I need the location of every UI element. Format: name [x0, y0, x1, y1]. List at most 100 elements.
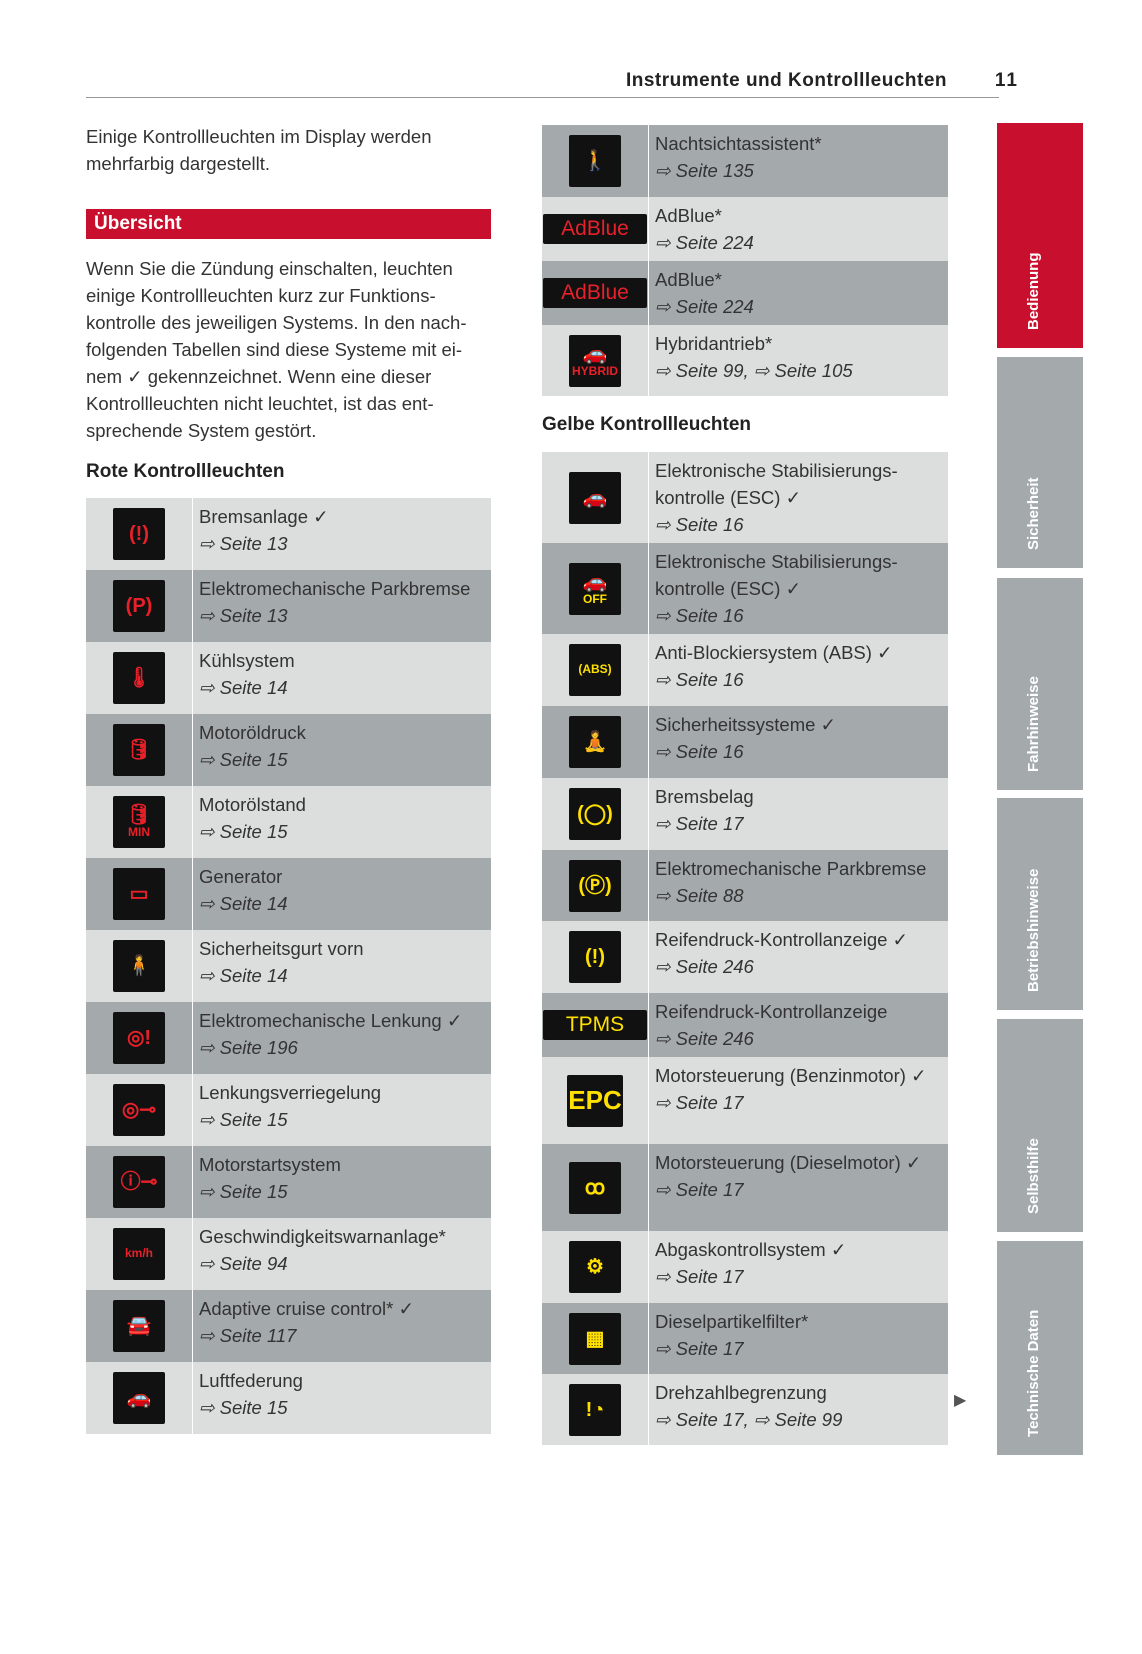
section-heading: Übersicht: [86, 209, 491, 239]
table-row: (◯) Bremsbelag ⇨ Seite 17: [542, 778, 948, 850]
page-link[interactable]: Seite 14: [219, 965, 288, 986]
esc-off-label: OFF: [583, 591, 607, 606]
warning-light-name: Geschwindigkeitswarnanlage*: [199, 1226, 446, 1247]
page-reference: ⇨ Seite 94: [199, 1253, 288, 1274]
warning-light-name: Elektromechanische Parkbremse: [199, 578, 471, 599]
icon-cell: ⚙: [542, 1231, 649, 1303]
table-row: ꝏ Motorsteuerung (Dieselmotor) ✓ ⇨ Seite 1…: [542, 1144, 948, 1231]
warning-light-name: Bremsanlage ✓: [199, 506, 329, 527]
page-link[interactable]: Seite 99: [675, 360, 744, 381]
page-link[interactable]: Seite 224: [675, 296, 754, 317]
page-link[interactable]: Seite 16: [675, 741, 744, 762]
row-text: Elektronische Stabilisierungs-kontrolle …: [649, 543, 948, 634]
page-link[interactable]: Seite 16: [675, 669, 744, 690]
page-link[interactable]: Seite 16: [675, 514, 744, 535]
page-reference: ⇨ Seite 15: [199, 1181, 288, 1202]
page-reference: ⇨ Seite 88: [655, 885, 744, 906]
page-reference: ⇨ Seite 117: [199, 1325, 297, 1346]
warning-light-name: Drehzahlbegrenzung: [655, 1382, 827, 1403]
row-text: Drehzahlbegrenzung ⇨ Seite 17, ⇨ Seite 99: [649, 1374, 948, 1445]
oil-pressure-glyph: 🛢: [126, 739, 152, 761]
page-link[interactable]: Seite 16: [675, 605, 744, 626]
coolant-temperature-glyph: 🌡: [126, 667, 152, 689]
page-link[interactable]: Seite 17: [675, 1179, 744, 1200]
icon-cell: AdBlue: [542, 261, 649, 325]
page-link[interactable]: Seite 13: [219, 605, 288, 626]
page-link[interactable]: Seite 94: [219, 1253, 288, 1274]
row-text: Reifendruck-Kontrollanzeige ⇨ Seite 246: [649, 993, 948, 1057]
page-link[interactable]: Seite 17: [675, 1338, 744, 1359]
page-link[interactable]: Seite 88: [675, 885, 744, 906]
row-text: Motorsteuerung (Benzinmotor) ✓ ⇨ Seite 17: [649, 1057, 948, 1144]
warning-light-name: Elektronische Stabilisierungs-kontrolle …: [655, 460, 898, 508]
page-link[interactable]: Seite 99: [774, 1409, 843, 1430]
rpm-limit-icon: !◔: [569, 1383, 621, 1436]
table-row: 🌡 Kühlsystem ⇨ Seite 14: [86, 642, 491, 714]
brake-pad-glyph: (◯): [577, 803, 613, 825]
side-tab-technische-daten[interactable]: Technische Daten: [997, 1241, 1083, 1455]
page-link[interactable]: Seite 196: [219, 1037, 298, 1058]
page-reference: ⇨ Seite 16: [655, 741, 744, 762]
page-link[interactable]: Seite 14: [219, 677, 288, 698]
table-row: ◎⊸ Lenkungsverriegelung ⇨ Seite 15: [86, 1074, 491, 1146]
page-link[interactable]: Seite 246: [675, 1028, 754, 1049]
table-row: ▭ Generator ⇨ Seite 14: [86, 858, 491, 930]
page-link[interactable]: Seite 14: [219, 893, 288, 914]
icon-cell: (◯): [542, 778, 649, 850]
page-link[interactable]: Seite 135: [675, 160, 754, 181]
glow-plug-icon: ꝏ: [569, 1161, 621, 1214]
brake-pad-icon: (◯): [569, 788, 621, 840]
warning-light-name: Motorstartsystem: [199, 1154, 341, 1175]
oil-level-glyph: 🛢: [126, 804, 152, 827]
table-row: AdBlue AdBlue* ⇨ Seite 224: [542, 197, 948, 261]
page-link[interactable]: Seite 15: [219, 749, 288, 770]
page-link[interactable]: Seite 224: [675, 232, 754, 253]
table-row: ◎! Elektromechanische Lenkung ✓ ⇨ Seite 19…: [86, 1002, 491, 1074]
parking-brake-fault-glyph: (Ⓟ): [578, 874, 612, 897]
side-tab-selbsthilfe[interactable]: Selbsthilfe: [997, 1019, 1083, 1232]
page-link[interactable]: Seite 105: [774, 360, 853, 381]
page-link[interactable]: Seite 117: [219, 1325, 297, 1346]
page-link[interactable]: Seite 15: [219, 821, 288, 842]
page-link[interactable]: Seite 15: [219, 1181, 288, 1202]
warning-light-name: Reifendruck-Kontrollanzeige ✓: [655, 929, 909, 950]
engine-check-icon: ⚙: [569, 1241, 621, 1293]
page-reference: ⇨ Seite 135: [655, 160, 754, 181]
hybrid-drive-glyph: 🚗: [582, 342, 608, 365]
table-row: (!) Bremsanlage ✓ ⇨ Seite 13: [86, 498, 491, 570]
page-link[interactable]: Seite 17: [675, 1409, 744, 1430]
page-link[interactable]: Seite 15: [219, 1109, 288, 1130]
page-link[interactable]: Seite 15: [219, 1397, 288, 1418]
icon-cell: ◎!: [86, 1002, 193, 1074]
icon-cell: 🌡: [86, 642, 193, 714]
yellow-lights-heading: Gelbe Kontrollleuchten: [542, 414, 752, 435]
page-link[interactable]: Seite 17: [675, 1266, 744, 1287]
warning-light-name: Nachtsichtassistent*: [655, 133, 822, 154]
warning-light-name: Motorsteuerung (Benzinmotor) ✓: [655, 1065, 927, 1086]
page-link[interactable]: Seite 13: [219, 533, 288, 554]
chapter-title: Instrumente und Kontrollleuchten: [625, 70, 947, 91]
warning-light-name: Dieselpartikelfilter*: [655, 1311, 809, 1332]
table-row: 🧍 Sicherheitsgurt vorn ⇨ Seite 14: [86, 930, 491, 1002]
icon-cell: ▦: [542, 1303, 649, 1374]
table-row: 🚗 Luftfederung ⇨ Seite 15: [86, 1362, 491, 1434]
battery-glyph: ▭: [129, 883, 149, 905]
page-link[interactable]: Seite 17: [675, 1092, 744, 1113]
table-row: 🚘 Adaptive cruise control* ✓ ⇨ Seite 117: [86, 1290, 491, 1362]
side-tab-betriebshinweise[interactable]: Betriebshinweise: [997, 798, 1083, 1010]
row-text: Elektromechanische Parkbremse ⇨ Seite 88: [649, 850, 948, 921]
warning-light-name: Abgaskontrollsystem ✓: [655, 1239, 847, 1260]
side-tab-bedienung[interactable]: Bedienung: [997, 123, 1083, 348]
row-text: Reifendruck-Kontrollanzeige ✓ ⇨ Seite 246: [649, 921, 948, 993]
page-link[interactable]: Seite 246: [675, 956, 754, 977]
warning-light-name: AdBlue*: [655, 269, 722, 290]
page-link[interactable]: Seite 17: [675, 813, 744, 834]
side-tab-fahrhinweise[interactable]: Fahrhinweise: [997, 578, 1083, 790]
row-text: Elektromechanische Lenkung ✓ ⇨ Seite 196: [193, 1002, 491, 1074]
table-row: ▦ Dieselpartikelfilter* ⇨ Seite 17: [542, 1303, 948, 1374]
icon-cell: 🧘: [542, 706, 649, 778]
side-tab-sicherheit[interactable]: Sicherheit: [997, 357, 1083, 568]
table-row: TPMS Reifendruck-Kontrollanzeige ⇨ Seite 2…: [542, 993, 948, 1057]
adblue-malfunction-label: AdBlue: [561, 281, 629, 305]
icon-cell: ⓘ⊸: [86, 1146, 193, 1218]
